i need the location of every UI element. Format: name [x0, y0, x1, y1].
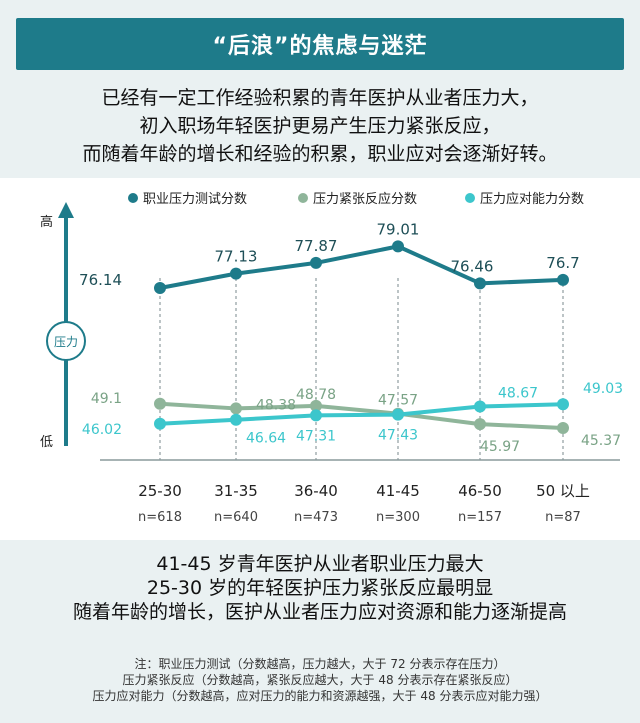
series-line	[159, 244, 564, 290]
data-point	[557, 422, 569, 434]
data-label: 76.7	[546, 254, 579, 272]
data-label: 47.31	[296, 428, 336, 444]
data-point	[474, 418, 486, 431]
data-point	[557, 273, 569, 286]
x-tick-label: 31-35	[214, 482, 258, 500]
data-label: 77.13	[215, 248, 258, 266]
data-label: 79.01	[377, 220, 420, 238]
findings-text: 41-45 岁青年医护从业者职业压力最大 25-30 岁的年轻医护压力紧张反应最…	[0, 552, 640, 624]
intro-line: 而随着年龄的增长和经验的积累，职业应对会逐渐好转。	[82, 143, 558, 165]
data-point	[230, 413, 242, 426]
chart-panel: 职业压力测试分数 压力紧张反应分数 压力应对能力分数高低 压力 25-30 n=618 31…	[0, 178, 640, 540]
legend-label: 压力紧张反应分数	[313, 191, 417, 207]
data-label: 49.03	[583, 381, 623, 397]
page-title: “后浪”的焦虑与迷茫	[212, 34, 428, 59]
sample-size-label: n=87	[545, 510, 581, 525]
data-label: 46.02	[82, 422, 122, 438]
notes: 注：职业压力测试（分数越高，压力越大，大于 72 分表示存在压力） 压力紧张反应…	[0, 656, 640, 704]
data-label: 47.43	[378, 428, 418, 444]
data-point	[310, 409, 322, 422]
legend-label: 压力应对能力分数	[480, 191, 584, 207]
y-axis-top-label: 高	[40, 214, 53, 230]
x-tick-label: 25-30	[138, 482, 182, 500]
data-point	[230, 267, 242, 280]
data-point	[310, 256, 322, 269]
legend-marker	[128, 193, 138, 203]
y-axis-badge	[46, 321, 86, 361]
data-point	[557, 398, 569, 411]
title-banner: “后浪”的焦虑与迷茫	[16, 18, 624, 70]
data-point	[474, 277, 486, 290]
data-point	[154, 282, 166, 294]
data-label: 48.78	[296, 387, 336, 403]
sample-size-label: n=157	[458, 510, 502, 525]
intro-line: 初入职场年轻医护更易产生压力紧张反应，	[139, 115, 501, 137]
data-label: 47.57	[378, 393, 418, 409]
x-tick-label: 41-45	[376, 482, 420, 500]
x-tick-label: 46-50	[458, 482, 502, 500]
x-tick-label: 50 以上	[536, 482, 590, 500]
legend-marker	[298, 193, 308, 203]
sample-size-label: n=300	[376, 510, 420, 525]
intro-text: 已经有一定工作经验积累的青年医护从业者压力大， 初入职场年轻医护更易产生压力紧张…	[0, 84, 640, 168]
legend-marker	[465, 193, 475, 203]
x-tick-label: 36-40	[294, 482, 338, 500]
finding-line: 25-30 岁的年轻医护压力紧张反应最明显	[146, 577, 494, 599]
data-point	[154, 417, 166, 430]
series-line	[159, 401, 564, 430]
finding-line: 随着年龄的增长，医护从业者压力应对资源和能力逐渐提高	[72, 601, 567, 623]
intro-line: 已经有一定工作经验积累的青年医护从业者压力大，	[101, 87, 539, 109]
y-axis-badge-label: 压力	[54, 335, 78, 349]
data-label: 45.37	[581, 433, 621, 449]
data-label: 48.67	[498, 386, 538, 402]
data-point	[310, 399, 322, 412]
data-label: 76.14	[79, 271, 122, 289]
data-point	[474, 400, 486, 413]
y-axis-bottom-label: 低	[40, 435, 53, 450]
data-point	[392, 240, 404, 253]
data-point	[230, 402, 242, 415]
note-line: 注：职业压力测试（分数越高，压力越大，大于 72 分表示存在压力）	[134, 657, 506, 671]
sample-size-label: n=473	[294, 510, 338, 525]
data-label: 46.64	[246, 431, 286, 447]
series-line	[159, 402, 564, 426]
finding-line: 41-45 岁青年医护从业者职业压力最大	[156, 553, 484, 575]
sample-size-label: n=640	[214, 510, 258, 525]
data-label: 49.1	[91, 391, 122, 407]
note-line: 压力紧张反应（分数越高，紧张反应越大，大于 48 分表示存在紧张反应）	[122, 673, 518, 687]
data-label: 45.97	[480, 439, 520, 455]
y-axis-arrow	[58, 202, 74, 218]
data-point	[154, 397, 166, 410]
data-label: 76.46	[451, 257, 494, 275]
sample-size-label: n=618	[138, 510, 182, 525]
note-line: 压力应对能力（分数越高，应对压力的能力和资源越强，大于 48 分表示应对能力强）	[92, 689, 548, 703]
legend-label: 职业压力测试分数	[143, 192, 247, 207]
data-label: 48.38	[256, 397, 296, 413]
data-label: 77.87	[295, 237, 338, 255]
data-point	[392, 408, 404, 421]
